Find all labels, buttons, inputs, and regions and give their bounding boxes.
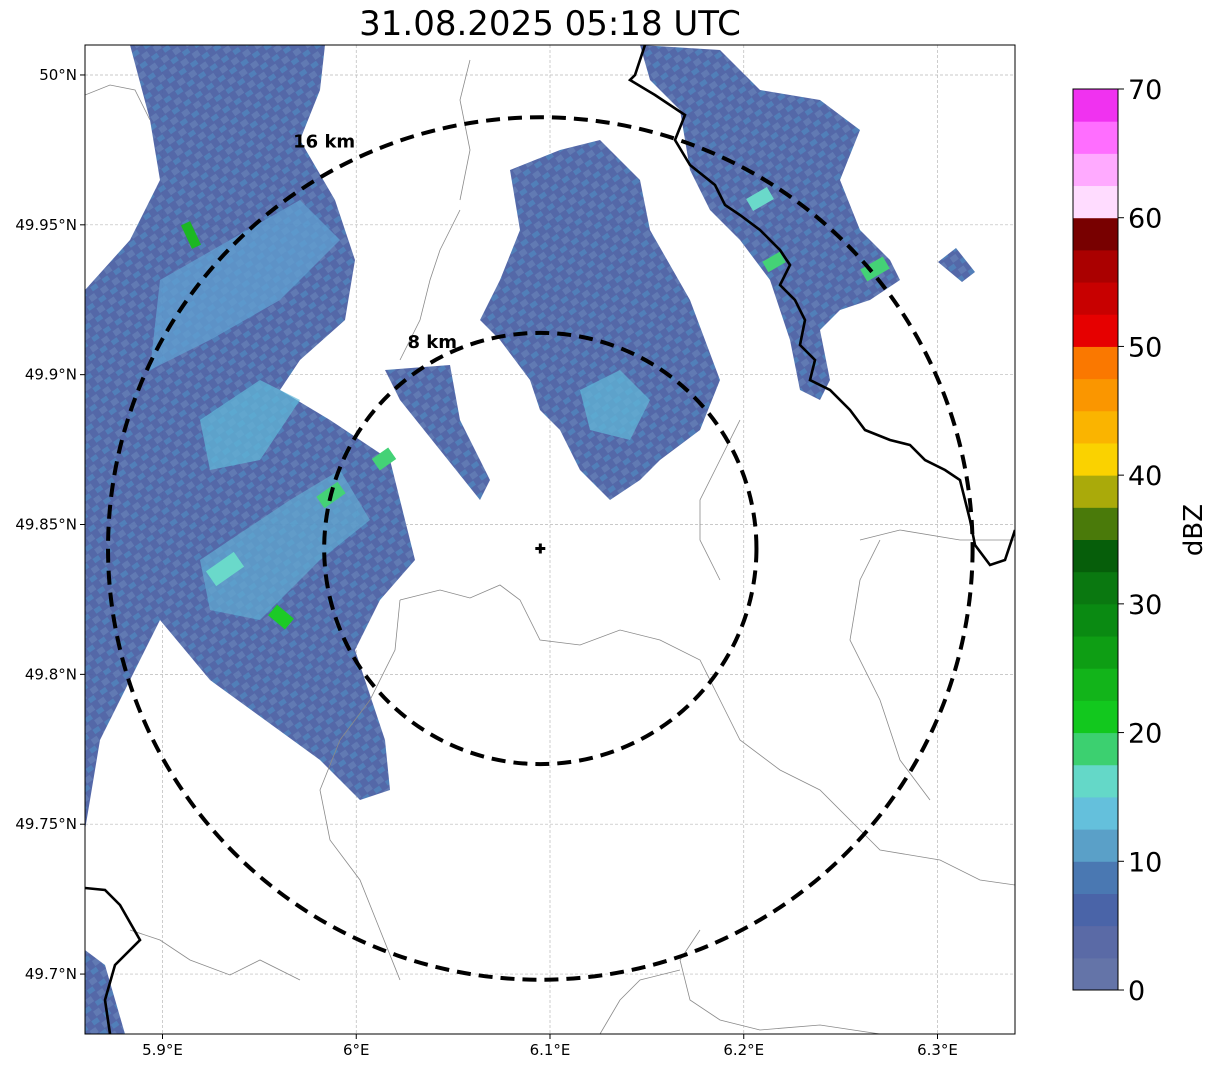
x-tick-label: 6.3°E <box>917 1041 958 1059</box>
colorbar-segment <box>1073 796 1118 830</box>
y-tick-label: 49.9°N <box>25 366 77 384</box>
colorbar-segment <box>1073 217 1118 251</box>
range-ring <box>106 115 975 982</box>
national-borders <box>85 45 1015 1034</box>
radar-site <box>535 543 546 554</box>
colorbar-segment <box>1073 732 1118 766</box>
range-ring-label: 16 km <box>293 131 355 152</box>
map-title: 31.08.2025 05:18 UTC <box>359 4 741 44</box>
colorbar-segment <box>1073 539 1118 573</box>
colorbar-segment <box>1073 571 1118 605</box>
echo-small-southwest <box>85 950 125 1034</box>
colorbar-segment <box>1073 346 1118 380</box>
range-ring-label: 8 km <box>407 332 457 353</box>
colorbar-tick-label: 60 <box>1128 204 1162 235</box>
colorbar-segment <box>1073 957 1118 991</box>
colorbar-ticks: 0 10 20 30 40 50 60 70 <box>1118 75 1162 1007</box>
echo-teal-cell-2 <box>746 186 774 212</box>
range-ring-labels: 8 km 16 km <box>293 131 457 353</box>
echo-north-core <box>580 370 650 440</box>
colorbar-segment <box>1073 475 1118 508</box>
colorbar-tick-label: 20 <box>1128 719 1162 750</box>
colorbar <box>1072 88 1119 991</box>
colorbar-segment <box>1073 668 1118 701</box>
x-tick-label: 6°E <box>343 1041 370 1059</box>
x-tick-label: 6.2°E <box>723 1041 764 1059</box>
colorbar-segment <box>1073 861 1118 894</box>
y-tick-label: 49.7°N <box>25 965 77 983</box>
colorbar-label: dBZ <box>1179 503 1207 557</box>
colorbar-segment <box>1073 507 1118 540</box>
colorbar-tick-label: 70 <box>1128 75 1162 106</box>
colorbar-segment <box>1073 893 1118 927</box>
y-tick-label: 49.85°N <box>15 516 77 534</box>
colorbar-segment <box>1073 636 1118 669</box>
y-tick-label: 50°N <box>39 66 77 84</box>
echo-northeast-cluster <box>640 45 900 400</box>
colorbar-segment <box>1073 249 1118 283</box>
colorbar-segment <box>1073 89 1118 122</box>
x-tick-label: 5.9°E <box>142 1041 183 1059</box>
colorbar-segment <box>1073 153 1118 187</box>
echo-green-cell-2 <box>268 604 294 630</box>
colorbar-segment <box>1073 185 1118 219</box>
colorbar-tick-label: 10 <box>1128 847 1162 878</box>
colorbar-segment <box>1073 314 1118 347</box>
echo-small-1 <box>385 365 490 500</box>
echo-green-cell-6 <box>762 251 786 273</box>
colorbar-segment <box>1073 700 1118 734</box>
colorbar-tick-label: 0 <box>1128 976 1145 1007</box>
echo-green-cell-4 <box>371 447 397 471</box>
y-tick-label: 49.75°N <box>15 815 77 833</box>
echo-teal-cell <box>205 551 245 587</box>
y-axis-ticks: 49.7°N 49.75°N 49.8°N 49.85°N 49.9°N 49.95°N 5… <box>15 66 85 983</box>
colorbar-segment <box>1073 121 1118 154</box>
echo-south-core <box>200 470 370 620</box>
echo-west-core-2 <box>200 380 300 470</box>
colorbar-tick-label: 50 <box>1128 332 1162 363</box>
reflectivity-echoes <box>85 45 975 1034</box>
echo-green-cell-5 <box>860 256 890 282</box>
colorbar-tick-label: 30 <box>1128 590 1162 621</box>
colorbar-segment <box>1073 410 1118 444</box>
colorbar-segment <box>1073 442 1118 476</box>
colorbar-segment <box>1073 829 1118 862</box>
colorbar-frame <box>1072 88 1119 991</box>
colorbar-segment <box>1073 603 1118 637</box>
colorbar-segment <box>1073 378 1118 412</box>
echo-green-cell-1 <box>180 221 202 249</box>
plot-area <box>84 44 1016 1035</box>
colorbar-segment <box>1073 764 1118 798</box>
admin-boundaries <box>85 59 1015 1034</box>
y-tick-label: 49.95°N <box>15 216 77 234</box>
x-axis-ticks: 5.9°E 6°E 6.1°E 6.2°E 6.3°E <box>142 1034 958 1059</box>
x-tick-label: 6.1°E <box>530 1041 571 1059</box>
colorbar-segment <box>1073 282 1118 315</box>
range-rings <box>106 115 975 982</box>
colorbar-segment <box>1073 925 1118 959</box>
y-tick-label: 49.8°N <box>25 665 77 683</box>
echo-small-east <box>938 248 975 282</box>
echo-north-cluster <box>480 140 720 500</box>
colorbar-tick-label: 40 <box>1128 461 1162 492</box>
echo-west-core <box>150 200 340 370</box>
range-ring <box>322 330 759 767</box>
